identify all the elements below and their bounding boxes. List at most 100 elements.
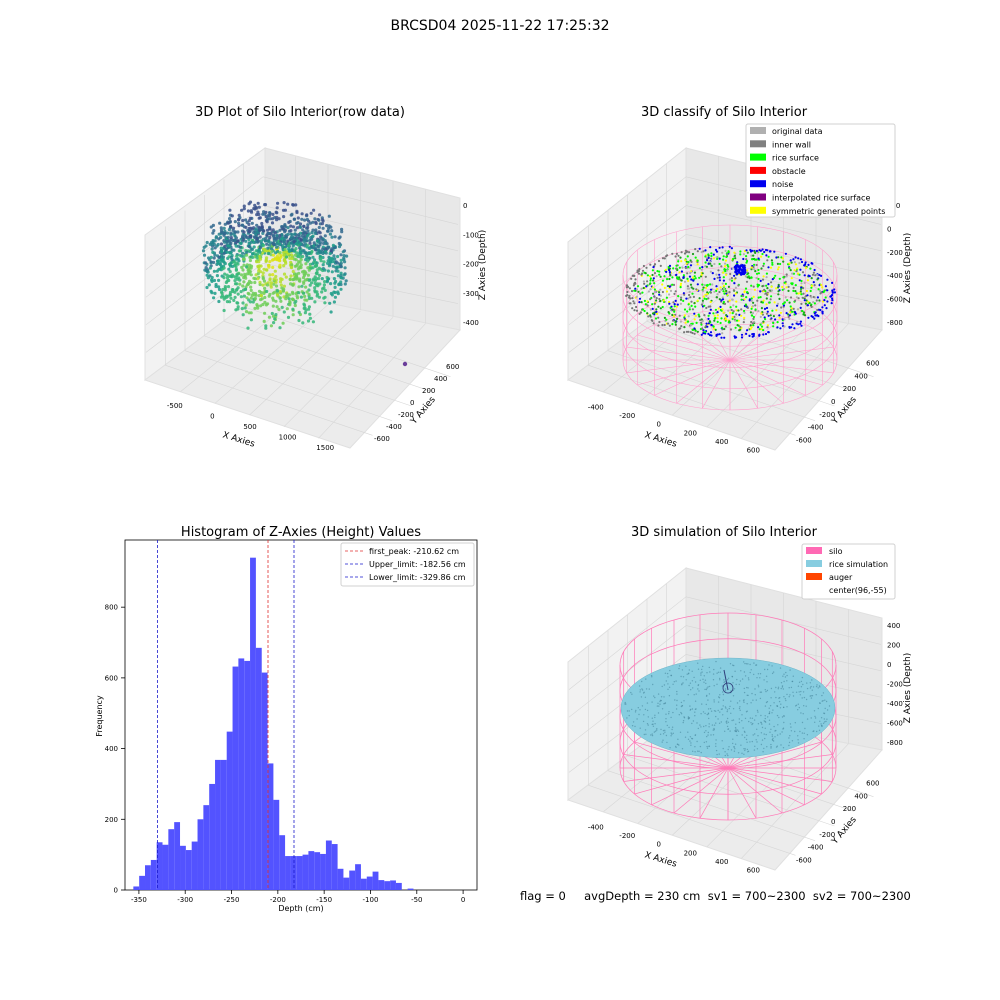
rice-point: [782, 706, 785, 709]
classified-point: [768, 289, 771, 292]
raw-point: [261, 231, 265, 235]
rice-point: [792, 695, 795, 697]
classified-point: [731, 312, 734, 315]
classified-point: [720, 336, 723, 339]
classified-point: [742, 257, 745, 261]
y-axis-label: Frequency: [95, 695, 104, 737]
raw-point: [326, 269, 330, 273]
classified-point: [803, 281, 806, 284]
classified-point: [813, 268, 816, 272]
raw-point: [260, 297, 264, 301]
raw-point: [323, 280, 327, 284]
classified-point: [810, 315, 813, 318]
classified-point: [674, 255, 677, 258]
raw-point: [274, 274, 278, 279]
z-tick-label: -400: [887, 272, 903, 280]
raw-point: [317, 273, 322, 277]
raw-point: [253, 277, 257, 281]
classified-point: [704, 261, 707, 264]
rice-point: [699, 679, 701, 681]
rice-point: [669, 669, 671, 672]
classified-point: [676, 303, 679, 306]
classified-point: [762, 284, 765, 287]
classified-point: [707, 317, 710, 320]
classified-point: [782, 302, 785, 305]
rice-point: [754, 694, 756, 696]
raw-point: [219, 242, 224, 246]
classified-point: [653, 263, 657, 266]
rice-point: [651, 734, 654, 737]
classified-point: [652, 322, 655, 325]
x-tick-label: 400: [715, 438, 728, 446]
raw-point: [233, 295, 237, 299]
classified-point: [684, 321, 687, 324]
classified-point: [781, 318, 784, 321]
x-tick-label: 1500: [316, 444, 334, 452]
rice-point: [770, 746, 772, 748]
classified-point: [659, 294, 662, 297]
raw-point: [297, 310, 301, 314]
raw-point: [216, 260, 220, 265]
classified-point: [715, 250, 719, 253]
histogram-bar: [244, 660, 251, 890]
raw-point: [276, 289, 280, 293]
classified-point: [769, 298, 772, 301]
rice-point: [822, 722, 825, 724]
raw-point: [334, 279, 338, 284]
rice-point: [744, 662, 746, 665]
classified-point: [678, 266, 681, 269]
rice-point: [705, 741, 708, 743]
classified-point: [799, 320, 803, 323]
raw-point: [288, 277, 292, 281]
raw-point: [219, 228, 224, 232]
raw-point: [305, 213, 309, 217]
rice-point: [679, 731, 682, 733]
classified-point: [716, 276, 719, 279]
rice-point: [763, 720, 765, 722]
raw-point: [218, 221, 222, 225]
raw-point: [242, 207, 246, 211]
classified-point: [671, 276, 674, 279]
rice-point: [651, 733, 653, 735]
classified-point: [789, 305, 792, 308]
z-tick-label: -200: [463, 261, 479, 269]
raw-point: [278, 263, 282, 267]
classified-point: [636, 285, 640, 288]
raw-point: [313, 264, 317, 268]
classified-point: [826, 300, 829, 303]
classified-point: [649, 282, 652, 285]
raw-point: [309, 211, 313, 215]
classified-point: [709, 288, 713, 291]
classified-point: [683, 331, 686, 334]
raw-point: [280, 277, 284, 281]
classified-point: [796, 267, 799, 270]
classified-point: [647, 290, 651, 293]
rice-point: [789, 723, 792, 725]
rice-point: [639, 689, 641, 691]
raw-point: [341, 250, 345, 254]
rice-point: [798, 681, 801, 683]
raw-point: [295, 251, 299, 255]
rice-point: [743, 748, 745, 750]
rice-point: [667, 688, 669, 690]
classified-point: [799, 258, 803, 261]
rice-point: [788, 744, 790, 747]
raw-point: [311, 255, 315, 259]
raw-point: [343, 266, 347, 270]
rice-point: [746, 741, 748, 743]
classified-point: [744, 304, 748, 307]
classified-point: [711, 272, 714, 275]
raw-point: [275, 305, 279, 309]
classified-point: [673, 310, 676, 313]
raw-point: [241, 234, 245, 238]
rice-point: [769, 731, 771, 733]
classified-point: [691, 292, 694, 295]
classified-point: [652, 266, 655, 269]
raw-point: [321, 218, 325, 222]
classified-point: [700, 303, 704, 306]
raw-point: [289, 241, 293, 245]
rice-point: [724, 681, 726, 683]
rice-point: [726, 725, 729, 728]
raw-point: [307, 296, 311, 301]
classified-point: [707, 305, 710, 308]
